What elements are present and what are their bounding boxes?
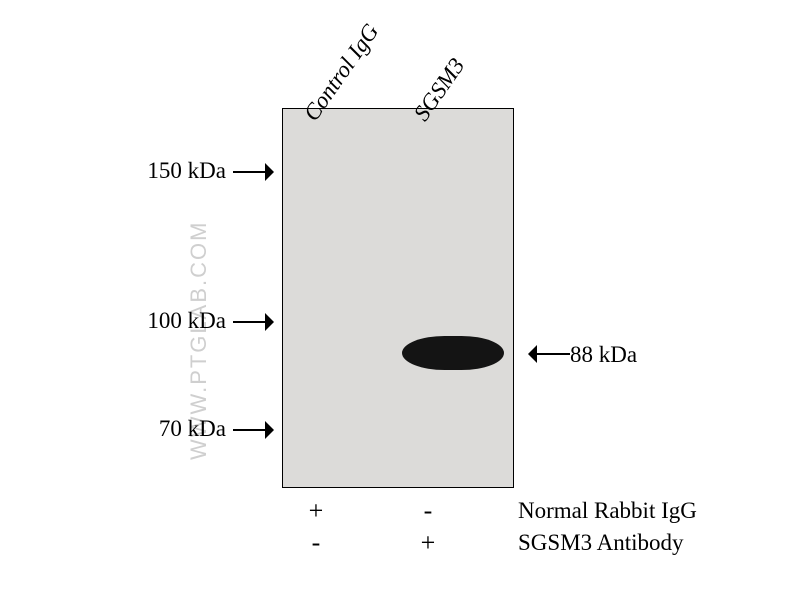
result-label: 88 kDa [570,342,637,368]
figure-container: WWW.PTGLAB.COM Control IgG SGSM3 150 kDa… [0,0,800,600]
result-arrow [528,343,572,365]
marker-150: 150 kDa [116,158,226,184]
protein-band [402,336,504,370]
cond-r0-c0: + [296,496,336,526]
marker-100: 100 kDa [116,308,226,334]
cond-r0-label: Normal Rabbit IgG [518,498,697,524]
blot-membrane [282,108,514,488]
cond-r0-c1: - [408,496,448,526]
marker-100-arrow [232,311,276,333]
marker-70-arrow [232,419,276,441]
cond-r1-c0: - [296,528,336,558]
cond-r1-c1: + [408,528,448,558]
cond-r1-label: SGSM3 Antibody [518,530,684,556]
marker-150-arrow [232,161,276,183]
marker-70: 70 kDa [116,416,226,442]
